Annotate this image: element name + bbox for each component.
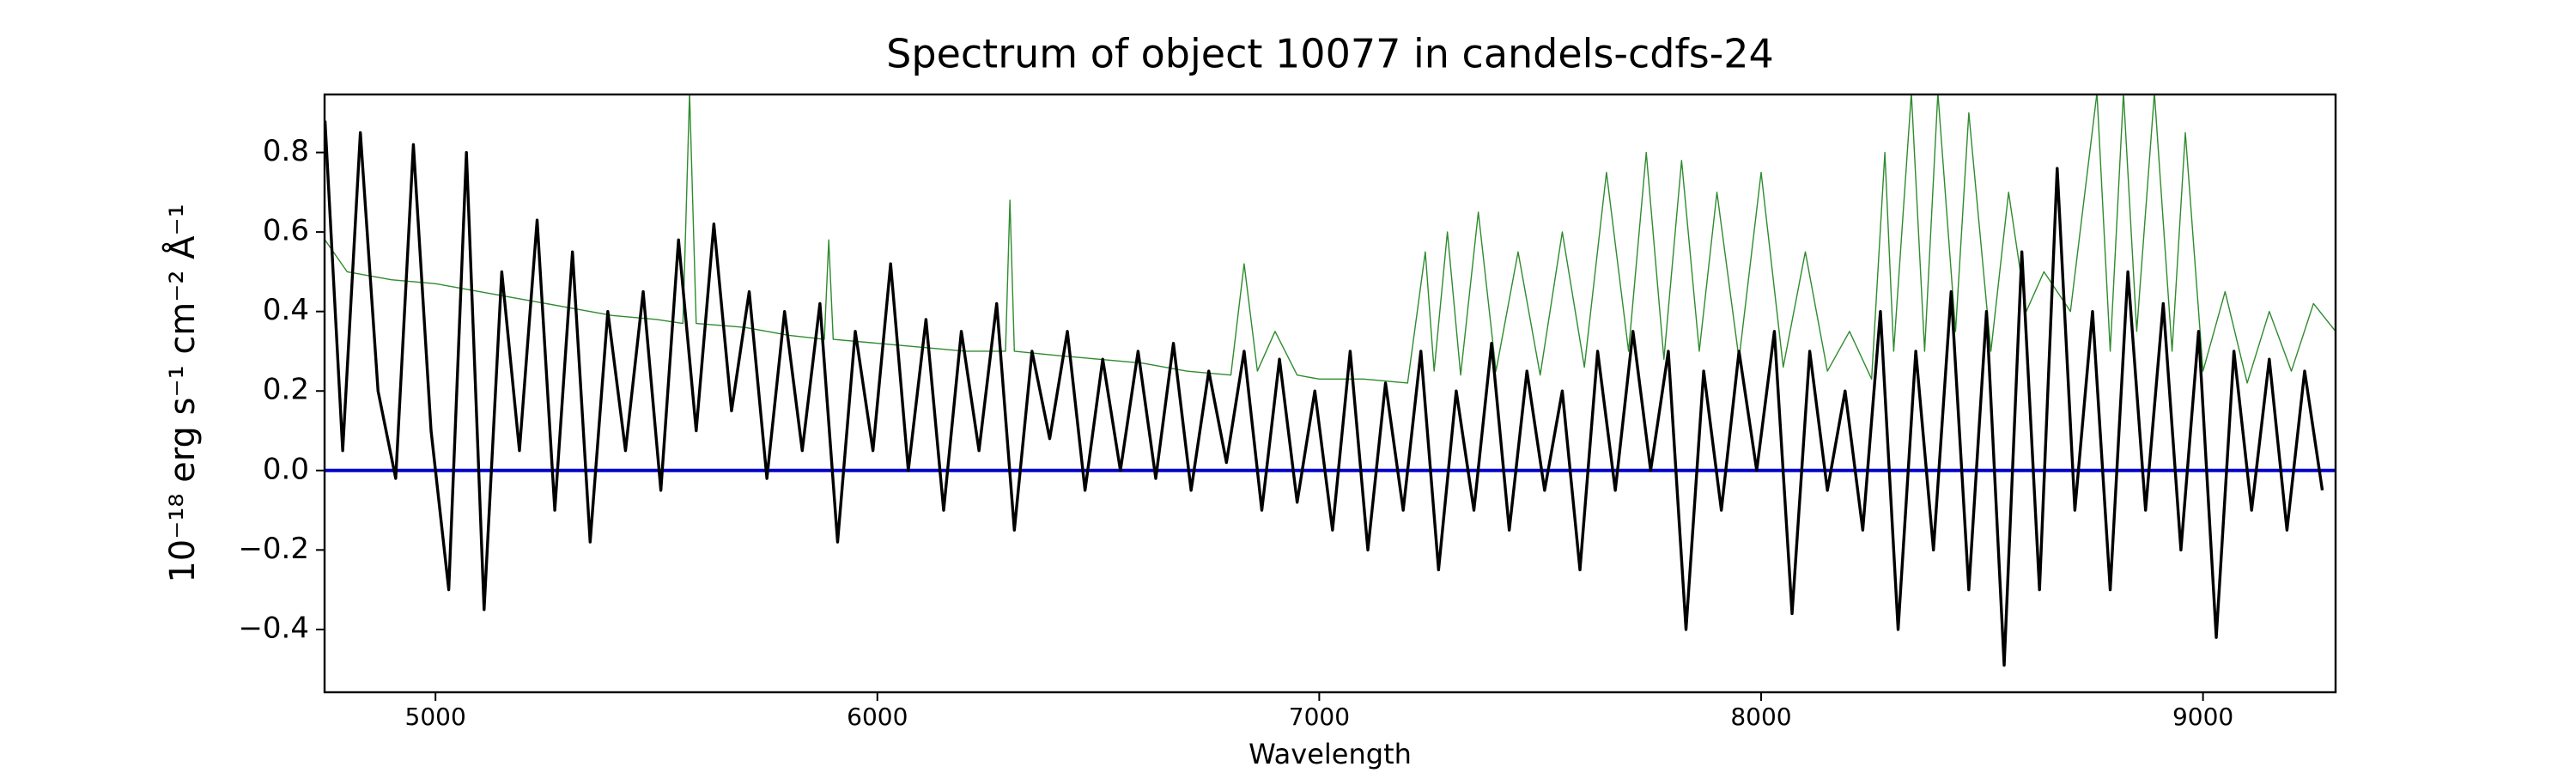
y-tick-label: 0.0 bbox=[263, 452, 309, 486]
x-tick-label: 8000 bbox=[1730, 703, 1791, 731]
plot-frame bbox=[323, 93, 2337, 694]
spectrum-line bbox=[325, 120, 2324, 667]
chart-title: Spectrum of object 10077 in candels-cdfs… bbox=[886, 31, 1774, 77]
y-tick-label: −0.2 bbox=[238, 532, 309, 566]
x-axis-label: Wavelength bbox=[1249, 738, 1412, 770]
x-tick-label: 6000 bbox=[847, 703, 908, 731]
x-tick-label: 5000 bbox=[405, 703, 466, 731]
y-axis-label: 10⁻¹⁸ erg s⁻¹ cm⁻² Å⁻¹ bbox=[161, 204, 203, 582]
plot-area bbox=[325, 94, 2336, 667]
y-tick-label: 0.4 bbox=[263, 293, 309, 327]
y-tick-label: 0.8 bbox=[263, 134, 309, 168]
x-tick-label: 7000 bbox=[1289, 703, 1350, 731]
y-tick-label: 0.6 bbox=[263, 214, 309, 248]
spectrum-line bbox=[325, 94, 2336, 384]
x-tick-label: 9000 bbox=[2172, 703, 2233, 731]
y-tick-label: 0.2 bbox=[263, 373, 309, 407]
y-tick-label: −0.4 bbox=[238, 611, 309, 645]
